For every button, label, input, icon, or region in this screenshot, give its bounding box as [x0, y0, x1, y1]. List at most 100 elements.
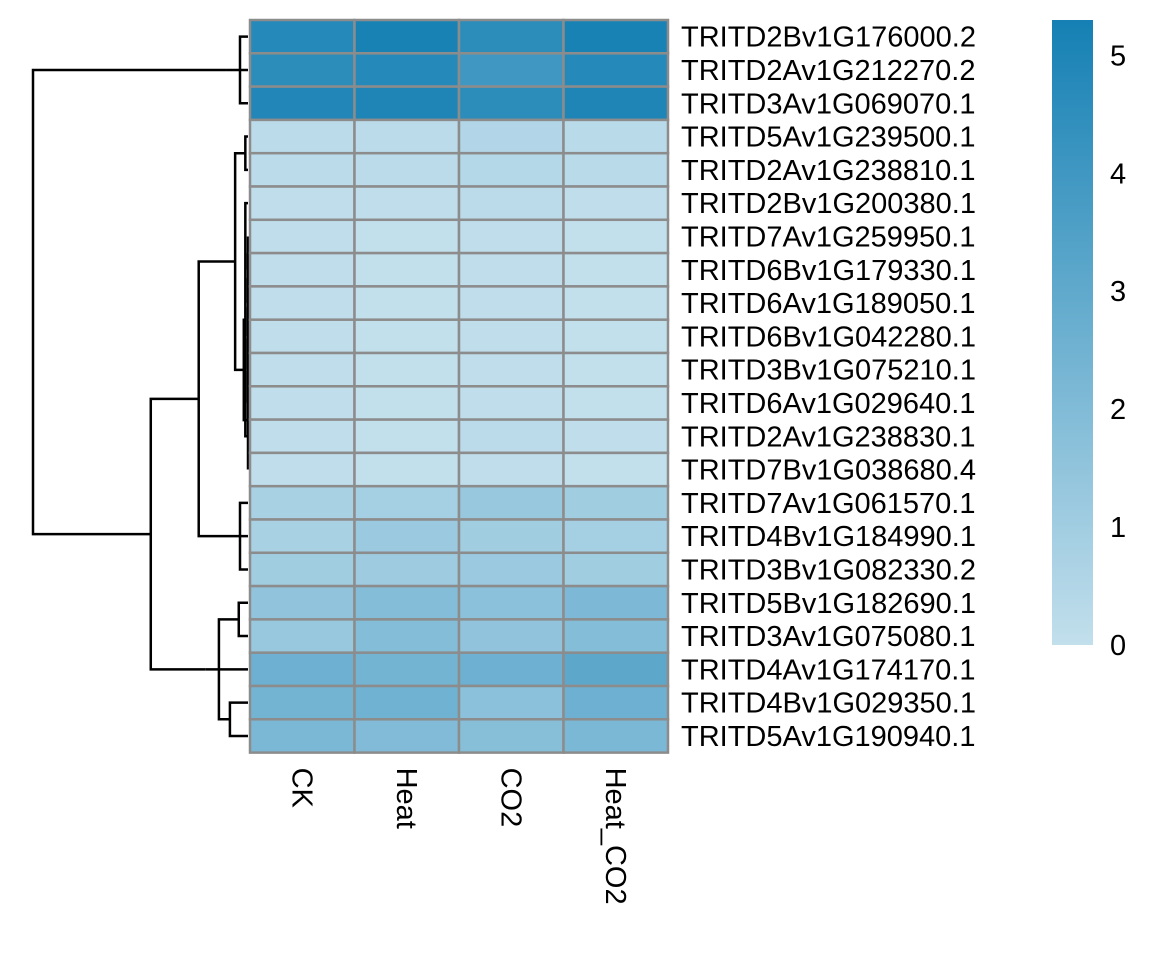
heatmap-cell [457, 684, 565, 721]
heatmap-cell [353, 251, 461, 288]
heatmap-cell [353, 185, 461, 222]
heatmap-cell [562, 651, 670, 688]
heatmap-cell [457, 185, 565, 222]
heatmap-cell [248, 651, 356, 688]
heatmap-cell [457, 385, 565, 421]
heatmap-cell [457, 318, 565, 355]
heatmap-cell [562, 385, 670, 421]
heatmap-cell [248, 85, 356, 122]
heatmap-cell [457, 351, 565, 388]
heatmap-cells [248, 18, 670, 754]
heatmap-cell [457, 118, 565, 155]
heatmap-cell [562, 218, 670, 255]
heatmap-cell [248, 551, 356, 588]
heatmap-cell [562, 318, 670, 355]
heatmap-cell [353, 151, 461, 188]
heatmap-cell [248, 518, 356, 555]
row-dendrogram [31, 35, 250, 738]
heatmap-cell [562, 185, 670, 222]
heatmap-cell [457, 85, 565, 122]
heatmap-cell [457, 251, 565, 288]
heatmap-cell [353, 718, 461, 754]
legend-tick-label: 5 [1110, 40, 1126, 72]
heatmap-cell [248, 684, 356, 721]
heatmap-cell [248, 484, 356, 521]
dendrogram-branch [228, 701, 248, 738]
heatmap-cell [457, 18, 565, 55]
heatmap-cell [353, 118, 461, 155]
heatmap-cell [248, 718, 356, 754]
heatmap-cell [248, 451, 356, 488]
heatmap-cell [457, 451, 565, 488]
heatmap-cell [353, 351, 461, 388]
heatmap-cell [353, 52, 461, 88]
heatmap-cell [562, 85, 670, 122]
heatmap-cell [562, 684, 670, 721]
dendrogram-branch [244, 135, 248, 172]
heatmap-cell [457, 651, 565, 688]
heatmap-cell [248, 418, 356, 455]
heatmap-cell [457, 584, 565, 621]
heatmap-cell [353, 285, 461, 321]
color-legend: 0 1 2 3 4 5 [1052, 20, 1126, 662]
heatmap-cell [248, 618, 356, 654]
row-label: TRITD3Bv1G082330.2 [681, 554, 976, 586]
heatmap-cell [457, 418, 565, 455]
row-label: TRITD4Bv1G029350.1 [681, 688, 976, 720]
heatmap-cell [457, 52, 565, 88]
heatmap-cell [562, 618, 670, 654]
heatmap-cell [353, 18, 461, 55]
dendrogram-branch [197, 260, 238, 538]
heatmap-cell [562, 718, 670, 754]
row-label: TRITD5Av1G239500.1 [681, 122, 975, 154]
row-label: TRITD3Bv1G075210.1 [681, 355, 976, 387]
row-label: TRITD4Av1G174170.1 [681, 654, 975, 686]
heatmap-cell [353, 484, 461, 521]
column-label: Heat [390, 768, 422, 829]
heatmap-cell [248, 285, 356, 321]
column-label: Heat_CO2 [599, 768, 631, 905]
dendrogram-branch [244, 201, 248, 438]
row-label: TRITD2Av1G238810.1 [681, 155, 975, 187]
heatmap-cell [457, 551, 565, 588]
heatmap-cell [353, 684, 461, 721]
heatmap-cell [457, 718, 565, 754]
heatmap-cell [562, 118, 670, 155]
row-label: TRITD3Av1G069070.1 [681, 88, 975, 120]
heatmap-cell [457, 518, 565, 555]
heatmap-cell [457, 484, 565, 521]
heatmap-cell [562, 518, 670, 555]
heatmap-cell [457, 151, 565, 188]
heatmap-cell [248, 318, 356, 355]
heatmap-cell [353, 451, 461, 488]
row-labels: TRITD2Bv1G176000.2TRITD2Av1G212270.2TRIT… [681, 22, 976, 753]
row-label: TRITD7Bv1G038680.4 [681, 455, 976, 487]
row-label: TRITD6Av1G189050.1 [681, 288, 975, 320]
heatmap-cell [562, 451, 670, 488]
heatmap-cell [353, 551, 461, 588]
heatmap-cell [353, 385, 461, 421]
heatmap-cell [562, 351, 670, 388]
heatmap-cell [457, 218, 565, 255]
heatmap-cell [248, 185, 356, 222]
row-label: TRITD2Av1G212270.2 [681, 55, 975, 87]
heatmap-cell [562, 285, 670, 321]
heatmap-cell [248, 251, 356, 288]
row-label: TRITD2Bv1G200380.1 [681, 188, 976, 220]
heatmap-cell [562, 151, 670, 188]
heatmap-cell [353, 218, 461, 255]
heatmap-cell [562, 484, 670, 521]
legend-tick-label: 1 [1110, 512, 1126, 544]
heatmap-cell [248, 218, 356, 255]
legend-tick-label: 4 [1110, 158, 1126, 190]
row-label: TRITD4Bv1G184990.1 [681, 521, 976, 553]
heatmap-cell [248, 52, 356, 88]
legend-tick-label: 0 [1110, 630, 1126, 662]
row-label: TRITD7Av1G061570.1 [681, 488, 975, 520]
heatmap-cell [248, 385, 356, 421]
legend-tick-label: 3 [1110, 276, 1126, 308]
dendrogram-branch [237, 601, 248, 638]
heatmap-cell [353, 85, 461, 122]
row-label: TRITD6Bv1G042280.1 [681, 321, 976, 353]
